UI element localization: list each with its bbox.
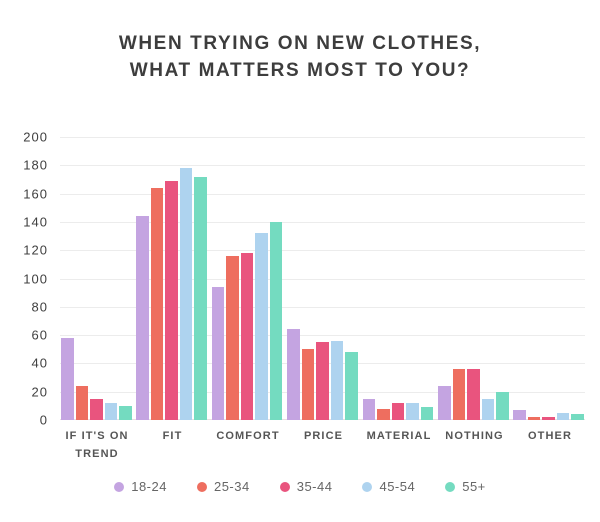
bar-25-34-other <box>527 417 541 420</box>
legend-dot-icon <box>362 481 373 492</box>
bar-18-24-if-it-s-on-trend <box>61 337 74 420</box>
bar-55+-nothing <box>496 391 509 420</box>
bar-45-54-comfort <box>255 233 268 420</box>
legend-label: 18-24 <box>131 479 167 494</box>
bar-55+-price <box>345 352 358 420</box>
legend-dot-icon <box>196 481 207 492</box>
x-axis-label: MATERIAL <box>366 430 432 442</box>
legend-label: 45-54 <box>379 479 416 494</box>
y-axis-tick-label: 160 <box>23 186 48 202</box>
legend-item-25-34: 25-34 <box>196 479 250 494</box>
bar-25-34-nothing <box>452 369 466 420</box>
bar-group <box>61 337 132 420</box>
y-axis-tick-label: 0 <box>39 412 48 428</box>
bar-25-34-comfort <box>226 255 239 420</box>
gridline <box>60 165 585 167</box>
y-axis-tick-label: 60 <box>31 327 48 343</box>
bar-18-24-other <box>513 410 526 420</box>
gridline <box>60 137 585 138</box>
bar-25-34-fit <box>150 187 164 420</box>
bar-18-24-material <box>362 398 376 420</box>
y-axis-tick-label: 200 <box>23 129 48 145</box>
bar-35-44-nothing <box>467 369 480 420</box>
bar-group <box>438 369 509 420</box>
y-axis-tick-label: 80 <box>31 299 48 315</box>
legend-label: 25-34 <box>213 479 250 494</box>
gridline <box>60 193 585 195</box>
bar-55+-comfort <box>269 221 283 420</box>
legend-dot-icon <box>114 481 125 492</box>
bar-55+-if-it-s-on-trend <box>119 405 132 420</box>
bar-18-24-comfort <box>211 287 225 420</box>
legend-dot-icon <box>279 481 290 492</box>
bar-18-24-fit <box>136 216 149 420</box>
x-axis-label: NOTHING <box>445 430 504 442</box>
bar-35-44-other <box>542 417 555 420</box>
bar-25-34-if-it-s-on-trend <box>75 386 88 420</box>
legend-item-18-24: 18-24 <box>114 479 167 494</box>
gridline <box>60 250 585 252</box>
bar-18-24-nothing <box>438 386 451 420</box>
bar-35-44-material <box>391 403 405 420</box>
x-axis-label: FIT <box>162 430 183 442</box>
legend: 18-24 25-34 35-44 45-54 55+ <box>0 479 600 494</box>
gridline <box>60 306 585 308</box>
bar-group <box>362 398 434 420</box>
bar-group <box>287 329 358 420</box>
chart-title: WHEN TRYING ON NEW CLOTHES, WHAT MATTERS… <box>0 0 600 85</box>
chart-title-line2: WHAT MATTERS MOST TO YOU? <box>129 59 471 81</box>
legend-item-35-44: 35-44 <box>279 479 333 494</box>
y-axis: 200 180 160 140 120 100 80 60 40 20 0 <box>0 130 48 428</box>
y-axis-tick-label: 40 <box>31 355 48 371</box>
bar-group <box>513 410 584 420</box>
bar-35-44-fit <box>165 180 178 420</box>
gridline <box>60 221 585 223</box>
plot-area <box>60 137 585 420</box>
y-axis-tick-label: 140 <box>23 214 48 230</box>
legend-item-55+: 55+ <box>445 479 486 494</box>
legend-dot-icon <box>445 481 456 492</box>
x-axis-label: COMFORT <box>216 430 280 442</box>
gridline <box>60 278 585 280</box>
y-axis-tick-label: 100 <box>23 271 48 286</box>
x-axis-label: OTHER <box>528 430 572 442</box>
bar-55+-fit <box>194 176 207 420</box>
bar-group <box>211 221 283 420</box>
bar-45-54-nothing <box>481 398 495 420</box>
legend-item-45-54: 45-54 <box>362 479 415 494</box>
x-axis-label: PRICE <box>303 430 344 442</box>
legend-label: 55+ <box>462 479 486 494</box>
y-axis-tick-label: 120 <box>23 242 48 258</box>
y-axis-tick-label: 180 <box>23 157 48 173</box>
x-axis-labels: IF IT'S ON TREND FIT COMFORT PRICE MATERIAL N… <box>60 427 587 463</box>
bar-55+-material <box>420 407 434 420</box>
chart-title-line1: WHEN TRYING ON NEW CLOTHES, <box>118 33 482 54</box>
legend-label: 35-44 <box>296 479 333 494</box>
bar-45-54-price <box>330 340 344 420</box>
bar-45-54-other <box>556 412 570 420</box>
bar-35-44-if-it-s-on-trend <box>90 398 103 420</box>
y-axis-tick-label: 20 <box>31 384 48 400</box>
bar-55+-other <box>571 414 584 420</box>
bar-group <box>136 168 207 420</box>
bar-35-44-price <box>316 342 329 420</box>
x-axis-label: IF IT'S ON TREND <box>65 430 129 461</box>
bar-45-54-material <box>406 403 419 420</box>
bar-25-34-material <box>377 408 390 420</box>
bar-35-44-comfort <box>240 253 254 420</box>
bar-45-54-fit <box>179 168 193 420</box>
bar-45-54-if-it-s-on-trend <box>104 403 117 420</box>
gridline <box>60 335 585 337</box>
bar-18-24-price <box>287 329 300 420</box>
bar-25-34-price <box>301 349 315 420</box>
bar-groups <box>60 137 585 420</box>
